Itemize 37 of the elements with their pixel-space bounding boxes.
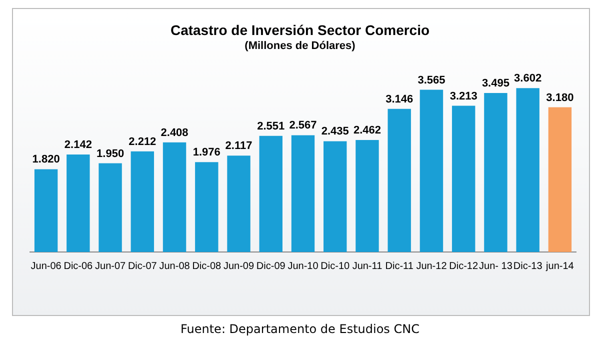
data-label: 2.212 <box>128 136 156 148</box>
x-tick-label: Dic-11 <box>385 260 414 272</box>
data-label: 3.565 <box>418 74 446 86</box>
x-tick-label: Dic-09 <box>256 260 286 272</box>
data-label: 2.567 <box>289 120 317 132</box>
data-label: 3.495 <box>482 78 510 90</box>
data-label: 3.213 <box>450 90 478 102</box>
x-tick-label: Jun-10 <box>288 260 319 272</box>
chart-title: Catastro de Inversión Sector Comercio <box>169 22 431 38</box>
x-tick-label: Jun-11 <box>352 260 383 272</box>
x-tick-label: Dic-10 <box>320 260 350 272</box>
x-tick-label: Dic-07 <box>128 260 158 272</box>
source-note: Fuente: Departamento de Estudios CNC <box>180 322 420 336</box>
data-label: 1.820 <box>32 154 60 166</box>
x-tick-label: Jun-12 <box>416 260 448 272</box>
x-tick-label: Jun-09 <box>223 260 254 272</box>
data-label: 2.551 <box>257 120 285 132</box>
x-tick-label: Jun-07 <box>95 260 126 272</box>
data-label: 3.180 <box>546 92 574 104</box>
data-label: 3.602 <box>514 72 542 85</box>
data-label: 2.462 <box>353 124 381 137</box>
x-tick-label: Dic-06 <box>64 260 94 272</box>
data-label: 2.142 <box>64 139 92 152</box>
data-label: 2.435 <box>321 126 349 138</box>
x-tick-label: Dic-13 <box>513 260 543 272</box>
chart-subtitle: (Millones de Dólares) <box>244 40 356 52</box>
data-label: 2.408 <box>160 126 188 139</box>
x-tick-label: Dic-12 <box>449 260 478 272</box>
x-tick-label: Jun- 13 <box>479 260 513 272</box>
data-label: 3.146 <box>386 93 414 106</box>
x-tick-label: Jun-08 <box>159 260 190 272</box>
data-label: 1.976 <box>192 146 220 159</box>
data-label: 2.117 <box>225 140 252 152</box>
x-tick-label: jun-14 <box>545 260 574 272</box>
data-label: 1.950 <box>96 148 124 160</box>
x-tick-label: Jun-06 <box>30 260 62 272</box>
x-tick-label: Dic-08 <box>192 260 222 272</box>
